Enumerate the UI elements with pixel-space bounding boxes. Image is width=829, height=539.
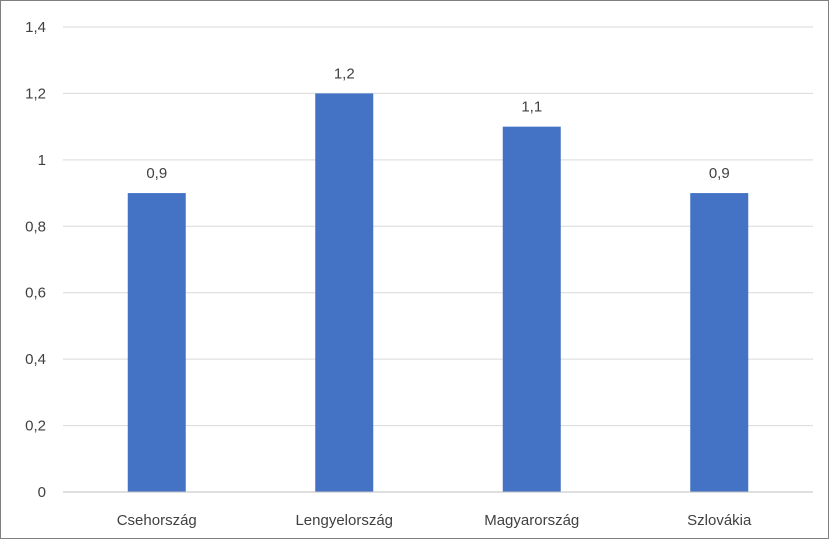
y-tick-label: 0 bbox=[38, 484, 46, 501]
x-tick-label: Szlovákia bbox=[687, 512, 752, 529]
y-axis-tick-labels: 0 0,2 0,4 0,6 0,8 1 1,2 1,4 bbox=[25, 19, 46, 501]
y-tick-label: 1 bbox=[38, 152, 46, 169]
bar bbox=[502, 126, 561, 493]
bar bbox=[127, 193, 186, 493]
y-tick-label: 1,2 bbox=[25, 85, 46, 102]
gridlines bbox=[63, 26, 813, 427]
data-label: 1,1 bbox=[521, 99, 542, 116]
y-tick-label: 1,4 bbox=[25, 19, 46, 36]
x-tick-label: Magyarország bbox=[484, 512, 579, 529]
data-label: 0,9 bbox=[146, 165, 167, 182]
x-tick-label: Csehország bbox=[117, 512, 197, 529]
bars bbox=[127, 93, 749, 493]
data-label: 0,9 bbox=[709, 165, 730, 182]
bar bbox=[315, 93, 374, 492]
data-labels: 0,9 1,2 1,1 0,9 bbox=[146, 65, 729, 182]
y-tick-label: 0,6 bbox=[25, 285, 46, 302]
y-tick-label: 0,2 bbox=[25, 418, 46, 435]
y-tick-label: 0,4 bbox=[25, 351, 46, 368]
y-tick-label: 0,8 bbox=[25, 218, 46, 235]
data-label: 1,2 bbox=[334, 65, 355, 82]
bar bbox=[690, 193, 749, 493]
x-tick-label: Lengyelország bbox=[295, 512, 393, 529]
x-axis-tick-labels: Csehország Lengyelország Magyarország Szlov… bbox=[117, 512, 752, 529]
